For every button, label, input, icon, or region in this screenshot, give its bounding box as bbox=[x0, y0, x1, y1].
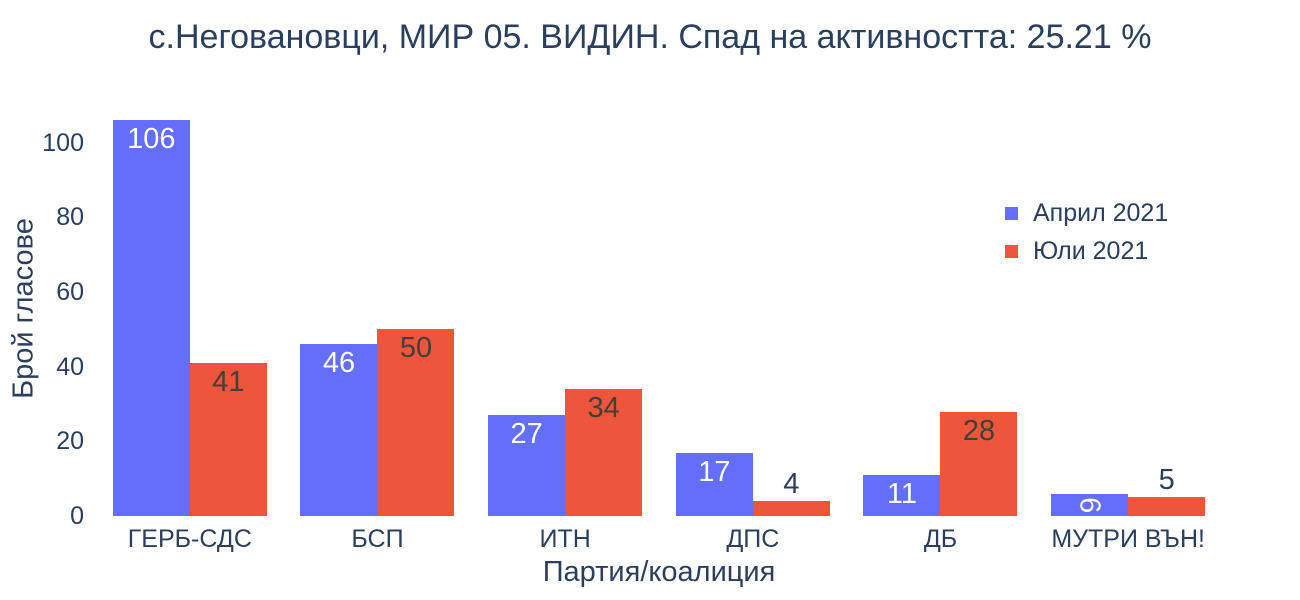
x-tick-label: БСП bbox=[351, 525, 404, 553]
bar: 4 bbox=[752, 469, 830, 516]
bar-value-label: 46 bbox=[322, 347, 356, 380]
y-tick-label: 100 bbox=[42, 128, 84, 157]
bar-value-label: 34 bbox=[587, 392, 620, 425]
bar-value-label: 50 bbox=[399, 332, 433, 365]
bar: 17 bbox=[675, 452, 753, 516]
y-tick-label: 0 bbox=[70, 502, 84, 530]
bar-value-label: 4 bbox=[783, 468, 800, 501]
bar: 5 bbox=[1128, 465, 1206, 516]
bar-group: 11 28 bbox=[847, 98, 1035, 516]
bar-group: 46 50 bbox=[284, 98, 472, 516]
bar-value-label: 11 bbox=[886, 477, 918, 510]
legend: Април 2021 Юли 2021 bbox=[1005, 194, 1168, 270]
bar: 27 bbox=[488, 415, 566, 516]
bar-value-label: 17 bbox=[698, 455, 731, 488]
x-axis-title: Партия/коалиция bbox=[542, 556, 776, 588]
bar-value-label: 106 bbox=[127, 123, 176, 156]
x-tick-label: ГЕРБ-СДС bbox=[127, 525, 252, 553]
bar: 34 bbox=[565, 389, 643, 516]
x-tick-label: МУТРИ ВЪН! bbox=[1051, 525, 1205, 553]
plot-area: 106 41 ГЕРБ-СДС 46 50 БСП 27 34 ИТН 17 4 ДПС 11 28 ДБ 6… bbox=[42, 98, 1222, 553]
x-tick-label: ДБ bbox=[923, 525, 958, 553]
legend-item[interactable]: Април 2021 bbox=[1005, 194, 1168, 232]
y-tick-label: 60 bbox=[56, 278, 84, 307]
bar: 106 bbox=[112, 120, 190, 516]
x-tick-label: ИТН bbox=[539, 525, 591, 553]
y-tick-label: 20 bbox=[56, 427, 84, 456]
x-tick-label: ДПС bbox=[726, 525, 780, 553]
bar: 28 bbox=[940, 411, 1018, 516]
legend-item[interactable]: Юли 2021 bbox=[1005, 232, 1168, 270]
bar-group: 27 34 bbox=[471, 98, 659, 516]
bar: 41 bbox=[189, 362, 267, 516]
legend-label: Април 2021 bbox=[1033, 198, 1169, 227]
bar: 6 bbox=[1051, 493, 1129, 516]
legend-label: Юли 2021 bbox=[1033, 236, 1149, 265]
bar-value-label: 5 bbox=[1158, 464, 1175, 497]
bar-value-label: 28 bbox=[962, 414, 996, 447]
legend-swatch-icon bbox=[1005, 244, 1018, 258]
bar-value-label: 41 bbox=[212, 365, 245, 398]
bar-value-label: 27 bbox=[510, 418, 543, 451]
legend-swatch-icon bbox=[1005, 206, 1018, 220]
y-tick-label: 40 bbox=[56, 352, 84, 381]
bar: 50 bbox=[377, 329, 455, 516]
bar: 11 bbox=[863, 474, 941, 516]
y-tick-label: 80 bbox=[56, 203, 84, 232]
chart-title: с.Неговановци, МИР 05. ВИДИН. Спад на ак… bbox=[148, 18, 1152, 56]
bar-group: 17 4 bbox=[659, 98, 847, 516]
bar-group: 106 41 bbox=[96, 98, 284, 516]
bar: 46 bbox=[300, 344, 378, 516]
